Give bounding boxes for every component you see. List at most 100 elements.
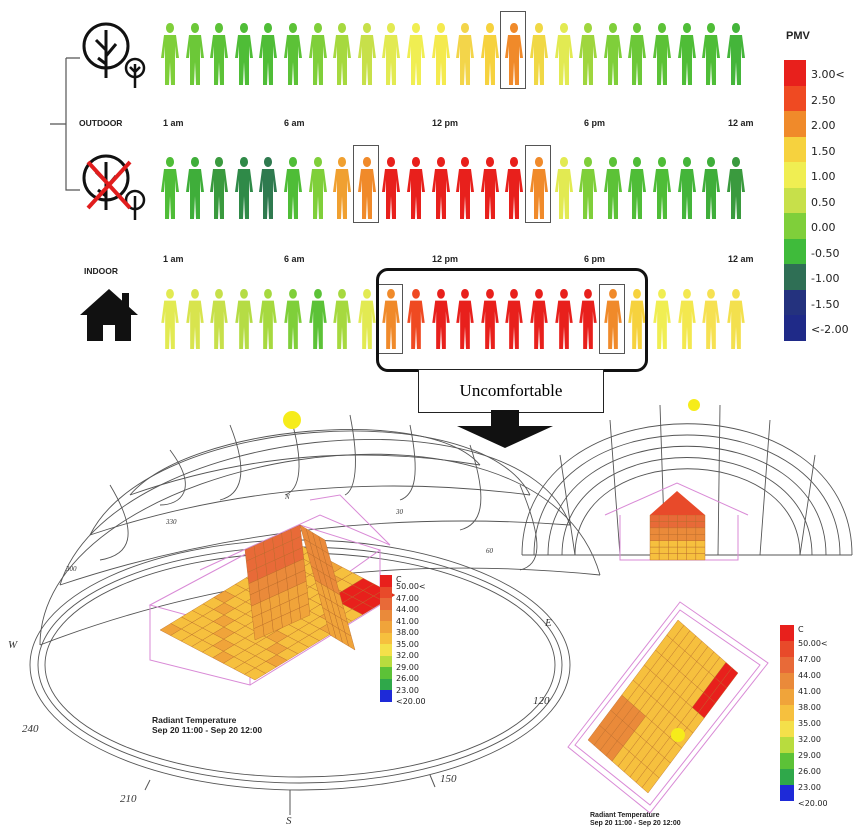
radiant-legend-label: <20.00 bbox=[798, 799, 828, 808]
radiant-legend-label: 41.00 bbox=[396, 616, 419, 626]
pmv-legend-label: 2.00 bbox=[811, 119, 836, 132]
pmv-figure bbox=[480, 156, 500, 220]
heat-cell bbox=[686, 514, 697, 522]
pmv-swatch bbox=[784, 85, 806, 111]
heat-cell bbox=[668, 527, 678, 535]
pmv-legend-label: -1.00 bbox=[811, 272, 840, 285]
radiant-legend: C 50.00< 47.00 44.00 41.00 38.00 35.00 32.00 29… bbox=[374, 575, 444, 715]
radiant-swatch bbox=[380, 598, 392, 610]
tick-6am: 6 am bbox=[284, 118, 305, 128]
pmv-figure bbox=[357, 22, 377, 86]
heat-cell bbox=[649, 546, 660, 554]
heat-cell bbox=[668, 534, 678, 541]
radiant-legend-label: 44.00 bbox=[396, 605, 419, 614]
sky-dome-view bbox=[29, 399, 853, 815]
radiant-swatch bbox=[780, 737, 794, 753]
pmv-figure bbox=[652, 288, 672, 350]
compass-150: 150 bbox=[440, 773, 457, 785]
compass-30: 30 bbox=[396, 508, 403, 516]
pmv-figure bbox=[480, 288, 500, 350]
heat-cell bbox=[686, 521, 697, 529]
radiant-panel: N 30 60 E 120 150 S 210 240 W 300 330 C … bbox=[0, 395, 853, 829]
radiant-swatch bbox=[380, 586, 392, 598]
pmv-figure bbox=[160, 156, 180, 220]
heat-cell bbox=[668, 546, 678, 554]
pmv-figure bbox=[234, 288, 254, 350]
pmv-figure bbox=[283, 288, 303, 350]
pmv-figure bbox=[283, 22, 303, 86]
pmv-figure bbox=[258, 288, 278, 350]
heat-cell bbox=[658, 546, 669, 554]
radiant-legend-unit: C bbox=[396, 575, 402, 584]
radiant-swatch bbox=[380, 632, 392, 644]
tick-12pm: 12 pm bbox=[432, 118, 459, 128]
pmv-swatch bbox=[784, 213, 806, 239]
pmv-figure bbox=[677, 288, 697, 350]
radiant-swatch bbox=[380, 575, 392, 587]
pmv-legend-label: <-2.00 bbox=[811, 323, 849, 336]
radiant-legend-label: <20.00 bbox=[396, 697, 426, 706]
heat-cell bbox=[686, 553, 697, 561]
heat-cell bbox=[668, 553, 678, 561]
heat-cell bbox=[649, 527, 660, 535]
heat-cell bbox=[677, 553, 687, 561]
compass-240: 240 bbox=[22, 723, 39, 735]
pmv-figure bbox=[578, 22, 598, 86]
tick-12pm: 12 pm bbox=[432, 254, 459, 264]
heat-cell bbox=[658, 540, 669, 548]
pmv-figure bbox=[578, 156, 598, 220]
radiant-caption: Radiant Temperature Sep 20 11:00 - Sep 2… bbox=[152, 715, 262, 735]
pmv-figure bbox=[234, 156, 254, 220]
pmv-figure bbox=[701, 288, 721, 350]
heat-cell bbox=[649, 553, 660, 561]
heat-cell bbox=[686, 527, 697, 535]
radiant-swatch bbox=[380, 609, 392, 621]
uncomfortable-label: Uncomfortable bbox=[418, 369, 604, 413]
pmv-figure bbox=[160, 288, 180, 350]
pmv-figure bbox=[308, 288, 328, 350]
house-icon bbox=[80, 289, 138, 341]
heat-cell bbox=[649, 521, 660, 529]
pmv-figure bbox=[677, 156, 697, 220]
pmv-figure bbox=[627, 288, 647, 350]
pmv-legend-label: 0.50 bbox=[811, 195, 836, 209]
radiant-legend-label: 38.00 bbox=[798, 703, 821, 712]
radiant-legend-label: 35.00 bbox=[798, 719, 821, 728]
pmv-figure bbox=[701, 22, 721, 86]
tick-1am: 1 am bbox=[163, 254, 184, 264]
pmv-figure bbox=[455, 156, 475, 220]
compass-e: E bbox=[545, 617, 552, 629]
pmv-figure bbox=[652, 22, 672, 86]
pmv-figure bbox=[234, 22, 254, 86]
pmv-figure bbox=[283, 156, 303, 220]
pmv-swatch bbox=[784, 136, 806, 162]
pmv-figure bbox=[160, 22, 180, 86]
pmv-swatch bbox=[784, 238, 806, 264]
pmv-figure bbox=[726, 22, 746, 86]
pmv-figure bbox=[726, 288, 746, 350]
tick-6am: 6 am bbox=[284, 254, 305, 264]
heat-cell bbox=[695, 534, 706, 541]
radiant-legend-label: 38.00 bbox=[396, 628, 419, 637]
pmv-legend-label: -1.50 bbox=[811, 297, 840, 311]
heat-cell bbox=[649, 540, 660, 548]
pmv-swatch bbox=[784, 162, 806, 188]
pmv-figure bbox=[209, 156, 229, 220]
pmv-figure bbox=[308, 156, 328, 220]
highlight-box bbox=[598, 284, 625, 354]
pmv-figure bbox=[185, 22, 205, 86]
compass-60: 60 bbox=[486, 547, 493, 555]
heat-cell bbox=[668, 514, 678, 522]
highlight-box bbox=[352, 145, 379, 223]
heat-cell bbox=[686, 540, 697, 548]
pmv-legend: PMV 3.00< 2.50 2.00 1.50 1.00 0.50 0.00 -0.50 -1… bbox=[784, 30, 849, 360]
pmv-legend-label: 1.50 bbox=[811, 144, 836, 158]
tick-6pm: 6 pm bbox=[584, 118, 606, 128]
radiant-caption-title: Radiant Temperature bbox=[152, 715, 237, 725]
pmv-legend-label: 0.00 bbox=[811, 221, 836, 234]
pmv-figure bbox=[406, 156, 426, 220]
small-caption-date: Sep 20 11:00 - Sep 20 12:00 bbox=[590, 820, 681, 827]
pmv-legend-title: PMV bbox=[786, 30, 810, 42]
pmv-figure bbox=[431, 22, 451, 86]
radiant-legend-label: 35.00 bbox=[396, 639, 419, 649]
